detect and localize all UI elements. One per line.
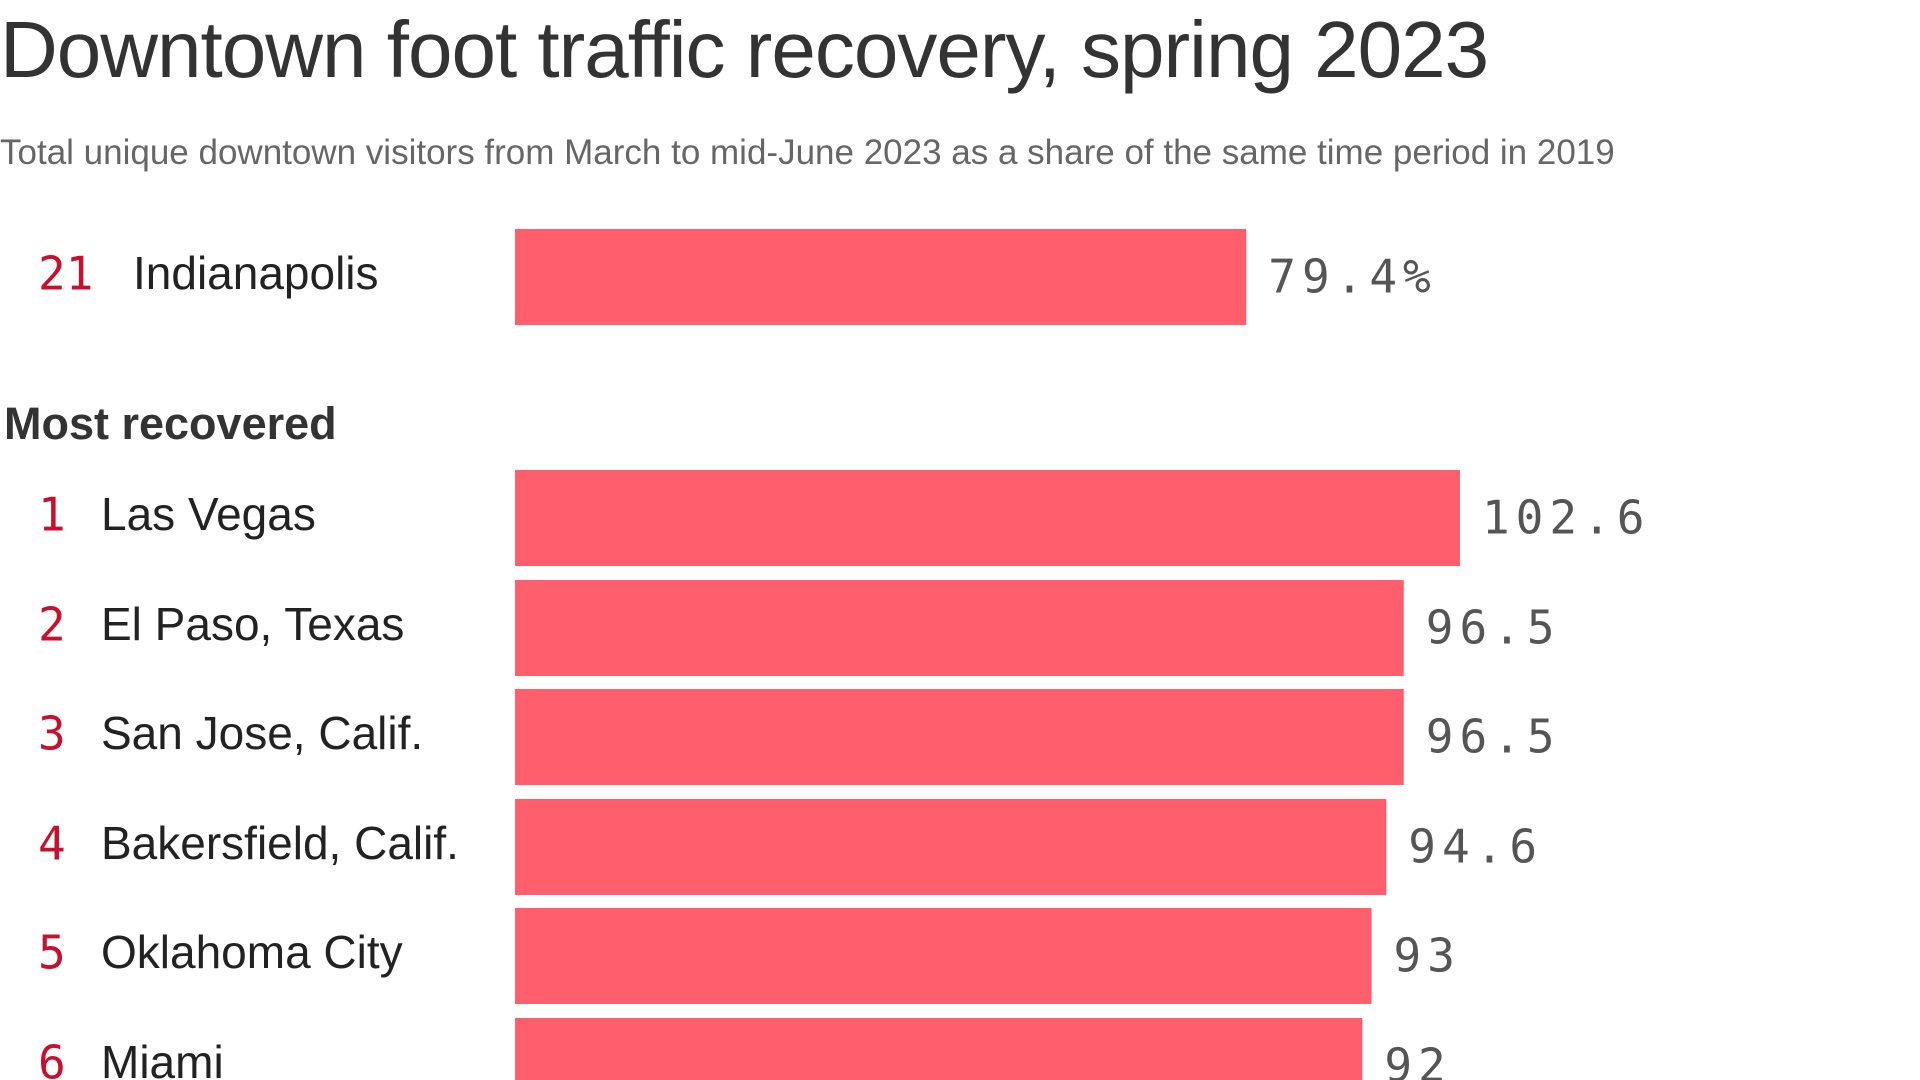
rank-label-indianapolis: 21: [38, 247, 93, 301]
bar-oklahoma-city: [515, 908, 1372, 1004]
chart-title: Downtown foot traffic recovery, spring 2…: [0, 5, 1489, 94]
category-label-las-vegas: Las Vegas: [101, 488, 316, 540]
category-label-san-jose-calif: San Jose, Calif.: [101, 707, 423, 759]
rank-label-miami: 6: [38, 1036, 66, 1080]
value-label-las-vegas: 102.6: [1482, 491, 1650, 545]
bar-el-paso-texas: [515, 580, 1404, 676]
rank-label-el-paso-texas: 2: [38, 598, 66, 652]
value-label-el-paso-texas: 96.5: [1426, 601, 1561, 655]
value-label-indianapolis: 79.4%: [1268, 250, 1436, 304]
rank-label-bakersfield-calif: 4: [38, 817, 66, 871]
category-label-el-paso-texas: El Paso, Texas: [101, 598, 404, 650]
rank-label-san-jose-calif: 3: [38, 707, 66, 761]
value-label-oklahoma-city: 93: [1394, 929, 1461, 983]
category-label-bakersfield-calif: Bakersfield, Calif.: [101, 817, 459, 869]
section-label-most-recovered: Most recovered: [4, 398, 337, 449]
category-label-oklahoma-city: Oklahoma City: [101, 926, 403, 978]
value-label-bakersfield-calif: 94.6: [1408, 820, 1543, 874]
category-label-indianapolis: Indianapolis: [133, 247, 379, 299]
category-label-miami: Miami: [101, 1036, 224, 1080]
bar-las-vegas: [515, 470, 1460, 566]
rank-label-las-vegas: 1: [38, 488, 66, 542]
chart-subtitle: Total unique downtown visitors from Marc…: [0, 133, 1615, 172]
value-label-miami: 92: [1384, 1039, 1451, 1080]
rank-label-oklahoma-city: 5: [38, 926, 66, 980]
bar-bakersfield-calif: [515, 799, 1387, 895]
bar-san-jose-calif: [515, 689, 1404, 785]
bar-indianapolis: [515, 229, 1247, 325]
value-label-san-jose-calif: 96.5: [1426, 710, 1561, 764]
bar-miami: [515, 1018, 1363, 1080]
